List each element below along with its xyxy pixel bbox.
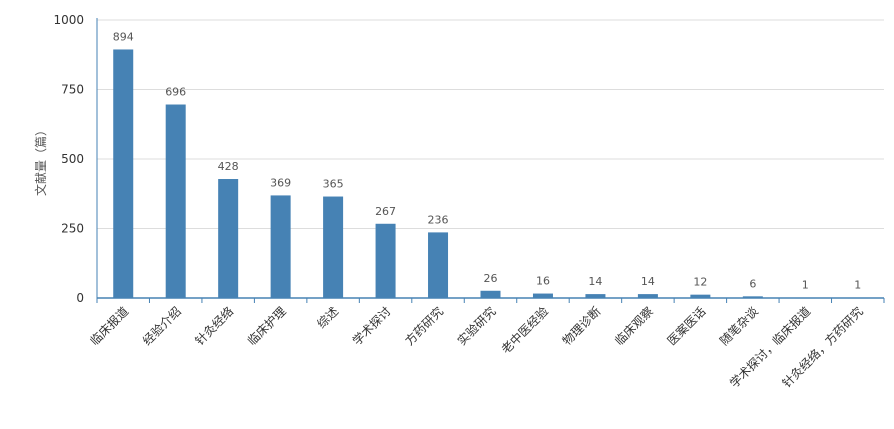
data-label: 696 [165,86,186,99]
bar[interactable] [480,290,501,298]
x-tick-label: 针灸经络 [192,304,237,349]
bar[interactable] [165,104,186,299]
bars [113,49,868,299]
bar[interactable] [428,232,449,298]
data-label: 6 [749,277,756,290]
data-label: 16 [536,275,550,288]
x-tick-label: 临床观察 [612,304,656,348]
data-label: 1 [802,279,809,292]
data-label: 365 [323,178,344,191]
data-label: 236 [428,213,449,226]
bar[interactable] [218,179,239,298]
x-axis-labels: 临床报道 经验介绍 针灸经络 临床护理 综述 学术探讨 方药研究 实验研究 老中医经验 物理诊断临… [87,304,866,391]
x-tick-label: 医案医话 [664,304,709,349]
x-tick-label: 经验介绍 [139,304,184,349]
bar[interactable] [113,49,134,298]
x-tick-label: 实验研究 [454,304,499,349]
y-tick-label: 500 [61,152,84,166]
data-label: 14 [588,275,602,288]
data-label: 369 [270,176,291,189]
x-tick-label: 综述 [314,304,341,331]
data-label: 894 [113,30,134,43]
bar[interactable] [742,296,763,298]
x-tick-label: 方药研究 [402,304,447,349]
data-label: 14 [641,275,655,288]
x-tick-label: 临床报道 [87,304,132,349]
x-tick-label: 老中医经验 [498,304,551,357]
data-label: 428 [218,160,239,173]
y-tick-label: 250 [61,222,84,236]
data-label: 267 [375,205,396,218]
grid-lines [97,19,884,229]
data-label: 12 [693,276,707,289]
y-tick-label: 750 [61,83,84,97]
bar[interactable] [690,294,711,298]
y-tick-label: 1000 [53,13,84,27]
data-label: 1 [854,279,861,292]
bar[interactable] [585,294,606,298]
x-tick-label: 学术探讨 [349,304,394,349]
data-label: 26 [484,272,498,285]
y-tick-label: 0 [76,291,84,305]
bar[interactable] [323,196,344,298]
bar[interactable] [375,223,396,298]
x-tick-label: 物理诊断 [559,304,604,349]
x-tick-label: 随笔杂谈 [716,304,761,349]
y-axis-ticks: 0 250 500 750 1000 [53,13,98,305]
bar[interactable] [270,195,291,298]
bar[interactable] [637,294,658,298]
bar[interactable] [532,293,553,298]
x-axis [96,297,885,303]
x-tick-label: 临床护理 [245,304,289,348]
y-axis-label: 文献量（篇） [33,124,48,196]
data-labels: 894 696 428 369 365 267 236 26 16 14 14 12 6 1 1 [113,30,862,291]
